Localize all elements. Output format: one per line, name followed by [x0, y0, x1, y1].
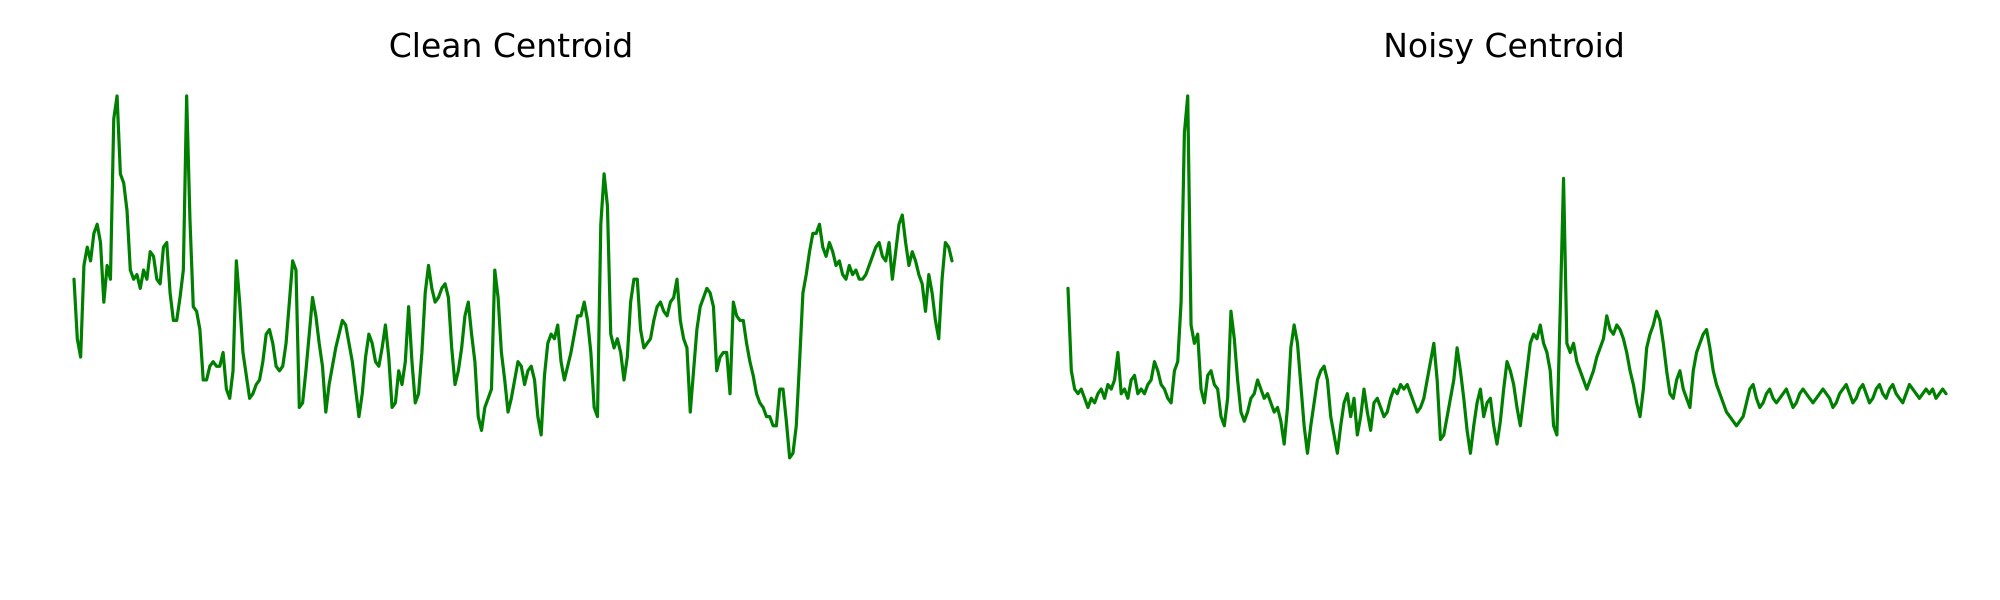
series-line-clean — [72, 94, 954, 460]
series-line-noisy — [1066, 94, 1948, 455]
chart-panel-clean: Clean Centroid — [72, 26, 954, 460]
chart-title-clean: Clean Centroid — [389, 26, 634, 65]
chart-panel-noisy: Noisy Centroid — [1066, 26, 1948, 455]
chart-title-noisy: Noisy Centroid — [1383, 26, 1625, 65]
